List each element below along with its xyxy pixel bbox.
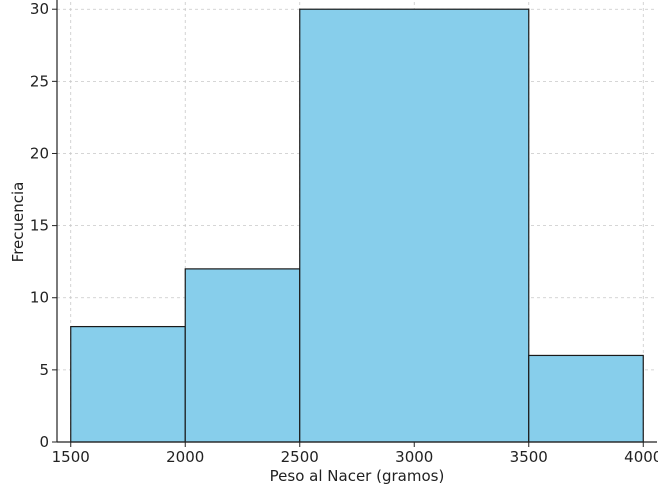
y-tick-label: 30	[30, 0, 49, 18]
y-tick-label: 25	[30, 72, 49, 90]
x-tick-label: 4000	[624, 448, 658, 466]
bars	[70, 8, 644, 443]
y-tick-label: 0	[39, 433, 49, 451]
x-axis-label: Peso al Nacer (gramos)	[270, 467, 445, 485]
axes	[56, 0, 657, 443]
histogram-bar	[528, 354, 644, 443]
x-tick-label: 2000	[166, 448, 204, 466]
x-tick-label: 3000	[395, 448, 433, 466]
y-tick-label: 10	[30, 289, 49, 307]
y-tick-label: 20	[30, 144, 49, 162]
x-tick-label: 3500	[510, 448, 548, 466]
histogram-bar	[70, 325, 186, 443]
histogram-bar	[184, 268, 301, 443]
x-tick-label: 2500	[281, 448, 319, 466]
y-axis-label: Frecuencia	[9, 182, 27, 263]
y-tick-label: 15	[30, 217, 49, 235]
x-tick-label: 1500	[52, 448, 90, 466]
ticks: 1500 2000 2500 3000 3500 4000 0 5 10 15 20 25 30	[30, 0, 658, 466]
y-tick-label: 5	[39, 361, 49, 379]
histogram-bar	[299, 8, 530, 443]
